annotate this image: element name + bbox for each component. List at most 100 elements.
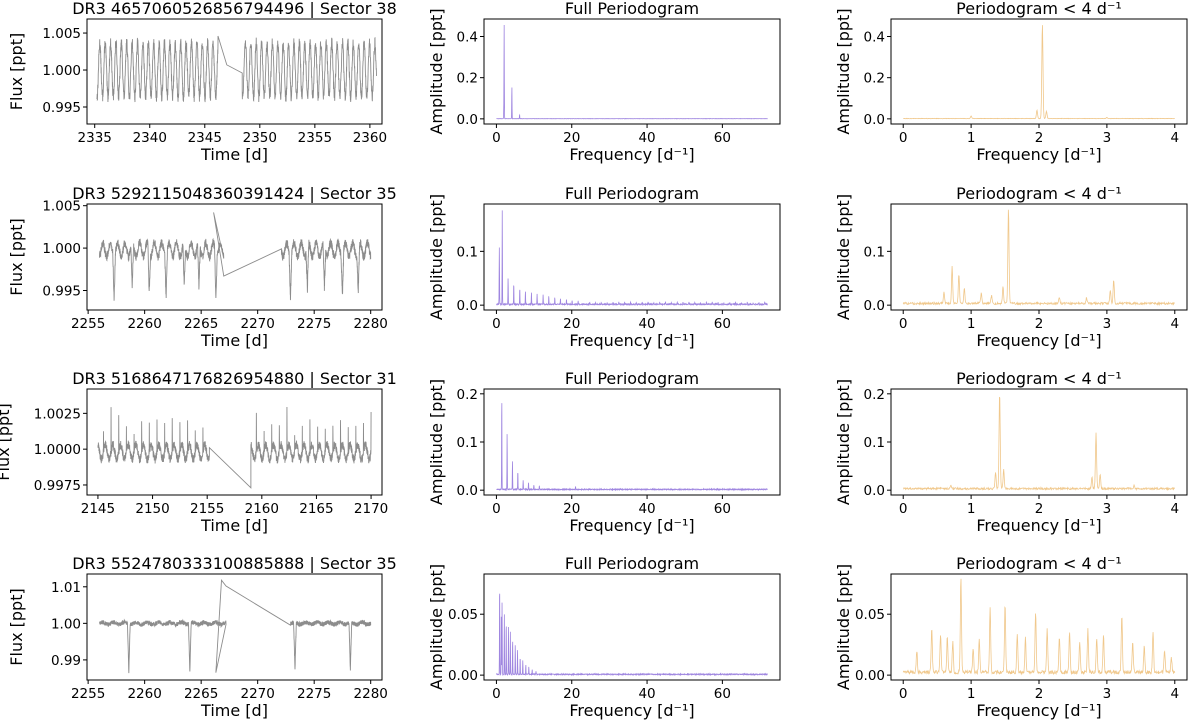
- x-tick-label: 60: [714, 130, 731, 146]
- axes-frame: [86, 388, 383, 496]
- y-tick-label: 0.2: [864, 387, 885, 403]
- x-tick-label: 2150: [135, 501, 169, 517]
- x-tick-label: 20: [563, 316, 580, 332]
- x-tick-label: 2165: [299, 501, 333, 517]
- x-tick-label: 4: [1170, 686, 1179, 702]
- y-tick-label: 0.0: [864, 112, 885, 128]
- x-tick-label: 3: [1103, 501, 1112, 517]
- axes-frame: [483, 18, 781, 125]
- x-tick-label: 60: [714, 316, 731, 332]
- y-tick-label: 0.1: [457, 244, 478, 260]
- series-line: [902, 209, 1175, 307]
- x-tick-label: 20: [563, 686, 580, 702]
- x-tick-label: 2260: [127, 316, 161, 332]
- panel-9: 0 1 2 3 4 0.0 0.1 0.2 Periodogram < 4 d⁻¹ Frequen…: [834, 369, 1188, 535]
- y-tick-label: 0.1: [864, 435, 885, 451]
- x-tick-label: 1: [967, 686, 976, 702]
- y-tick-label: 0.00: [448, 668, 478, 684]
- x-axis-label: Frequency [d⁻¹]: [569, 331, 694, 350]
- x-tick-label: 0: [492, 686, 501, 702]
- panel-12: 0 1 2 3 4 0.00 0.05 Periodogram < 4 d⁻¹ Frequenc…: [834, 554, 1188, 720]
- y-tick-label: 0.05: [448, 607, 478, 623]
- axes-frame: [483, 573, 781, 681]
- x-axis-label: Time [d]: [200, 331, 268, 350]
- y-tick-label: 1.00: [51, 616, 81, 632]
- x-tick-label: 2255: [71, 686, 105, 702]
- x-tick-label: 4: [1170, 501, 1179, 517]
- y-axis-label: Flux [ppt]: [0, 403, 13, 480]
- x-tick-label: 60: [714, 686, 731, 702]
- x-tick-label: 1: [967, 501, 976, 517]
- y-tick-label: 0.2: [457, 387, 478, 403]
- axes-frame: [86, 18, 383, 125]
- x-tick-label: 3: [1103, 130, 1112, 146]
- x-axis-label: Frequency [d⁻¹]: [976, 701, 1101, 720]
- y-axis-label: Amplitude [ppt]: [834, 8, 853, 134]
- y-tick-label: 0.0: [457, 298, 478, 314]
- x-tick-label: 2145: [81, 501, 115, 517]
- panel-6: 0 1 2 3 4 0.0 0.1 Periodogram < 4 d⁻¹ Frequency …: [834, 184, 1188, 350]
- x-tick-label: 40: [638, 316, 655, 332]
- x-tick-label: 40: [638, 686, 655, 702]
- x-tick-label: 2270: [240, 316, 274, 332]
- x-axis-label: Frequency [d⁻¹]: [569, 516, 694, 535]
- y-tick-label: 0.1: [457, 435, 478, 451]
- x-axis-label: Frequency [d⁻¹]: [569, 701, 694, 720]
- axes-frame: [890, 18, 1188, 125]
- series-line: [496, 25, 768, 120]
- y-axis-label: Flux [ppt]: [7, 33, 26, 110]
- y-tick-label: 0.0: [457, 483, 478, 499]
- series-line: [496, 593, 768, 677]
- axes-frame: [483, 203, 781, 311]
- series-line: [97, 407, 372, 489]
- panel-1: 2335 2340 2345 2350 2355 2360 0.995 1.000 1.005 D…: [7, 0, 397, 164]
- panel-title: Periodogram < 4 d⁻¹: [956, 0, 1122, 18]
- panel-title: DR3 5168647176826954880 | Sector 31: [72, 369, 397, 388]
- x-tick-label: 2155: [190, 501, 224, 517]
- panel-title: Full Periodogram: [565, 554, 699, 573]
- axes-frame: [86, 203, 383, 311]
- panel-title: Periodogram < 4 d⁻¹: [956, 554, 1122, 573]
- y-axis-label: Flux [ppt]: [7, 218, 26, 295]
- x-tick-label: 2: [1035, 501, 1044, 517]
- x-tick-label: 2360: [353, 130, 387, 146]
- x-tick-label: 2265: [184, 316, 218, 332]
- axes-frame: [890, 388, 1188, 496]
- y-tick-label: 1.0025: [34, 406, 81, 422]
- series-line: [98, 212, 372, 301]
- x-tick-label: 2: [1035, 130, 1044, 146]
- x-tick-label: 2270: [240, 686, 274, 702]
- y-axis-label: Amplitude [ppt]: [834, 564, 853, 690]
- y-axis-label: Amplitude [ppt]: [427, 379, 446, 505]
- panel-11: 0 20 40 60 0.00 0.05 Full Periodogram Frequency…: [427, 554, 781, 720]
- x-tick-label: 1: [967, 130, 976, 146]
- series-line: [496, 210, 768, 307]
- x-tick-label: 2: [1035, 316, 1044, 332]
- axes-frame: [890, 203, 1188, 311]
- panel-8: 0 20 40 60 0.0 0.1 0.2 Full Periodogram Frequenc…: [427, 369, 781, 535]
- panel-title: Full Periodogram: [565, 184, 699, 203]
- axes-frame: [483, 388, 781, 496]
- x-tick-label: 40: [638, 501, 655, 517]
- axes-frame: [890, 573, 1188, 681]
- x-tick-label: 2280: [354, 686, 388, 702]
- x-tick-label: 20: [563, 130, 580, 146]
- y-tick-label: 0.995: [42, 100, 81, 116]
- panel-title: Periodogram < 4 d⁻¹: [956, 369, 1122, 388]
- x-tick-label: 2160: [245, 501, 279, 517]
- y-tick-label: 0.9975: [34, 478, 81, 494]
- x-tick-label: 2: [1035, 686, 1044, 702]
- panel-7: 2145 2150 2155 2160 2165 2170 0.9975 1.0000 1.00…: [0, 369, 397, 535]
- x-tick-label: 2275: [297, 316, 331, 332]
- x-tick-label: 2260: [127, 686, 161, 702]
- panel-2: 0 20 40 60 0.0 0.2 0.4 Full Periodogram Frequenc…: [427, 0, 781, 164]
- x-axis-label: Frequency [d⁻¹]: [976, 516, 1101, 535]
- panel-title: DR3 5524780333100885888 | Sector 35: [72, 554, 397, 573]
- panel-title: DR3 4657060526856794496 | Sector 38: [72, 0, 397, 18]
- y-tick-label: 0.2: [457, 71, 478, 87]
- y-axis-label: Amplitude [ppt]: [427, 194, 446, 320]
- y-tick-label: 1.0000: [34, 442, 81, 458]
- series-line: [496, 403, 768, 492]
